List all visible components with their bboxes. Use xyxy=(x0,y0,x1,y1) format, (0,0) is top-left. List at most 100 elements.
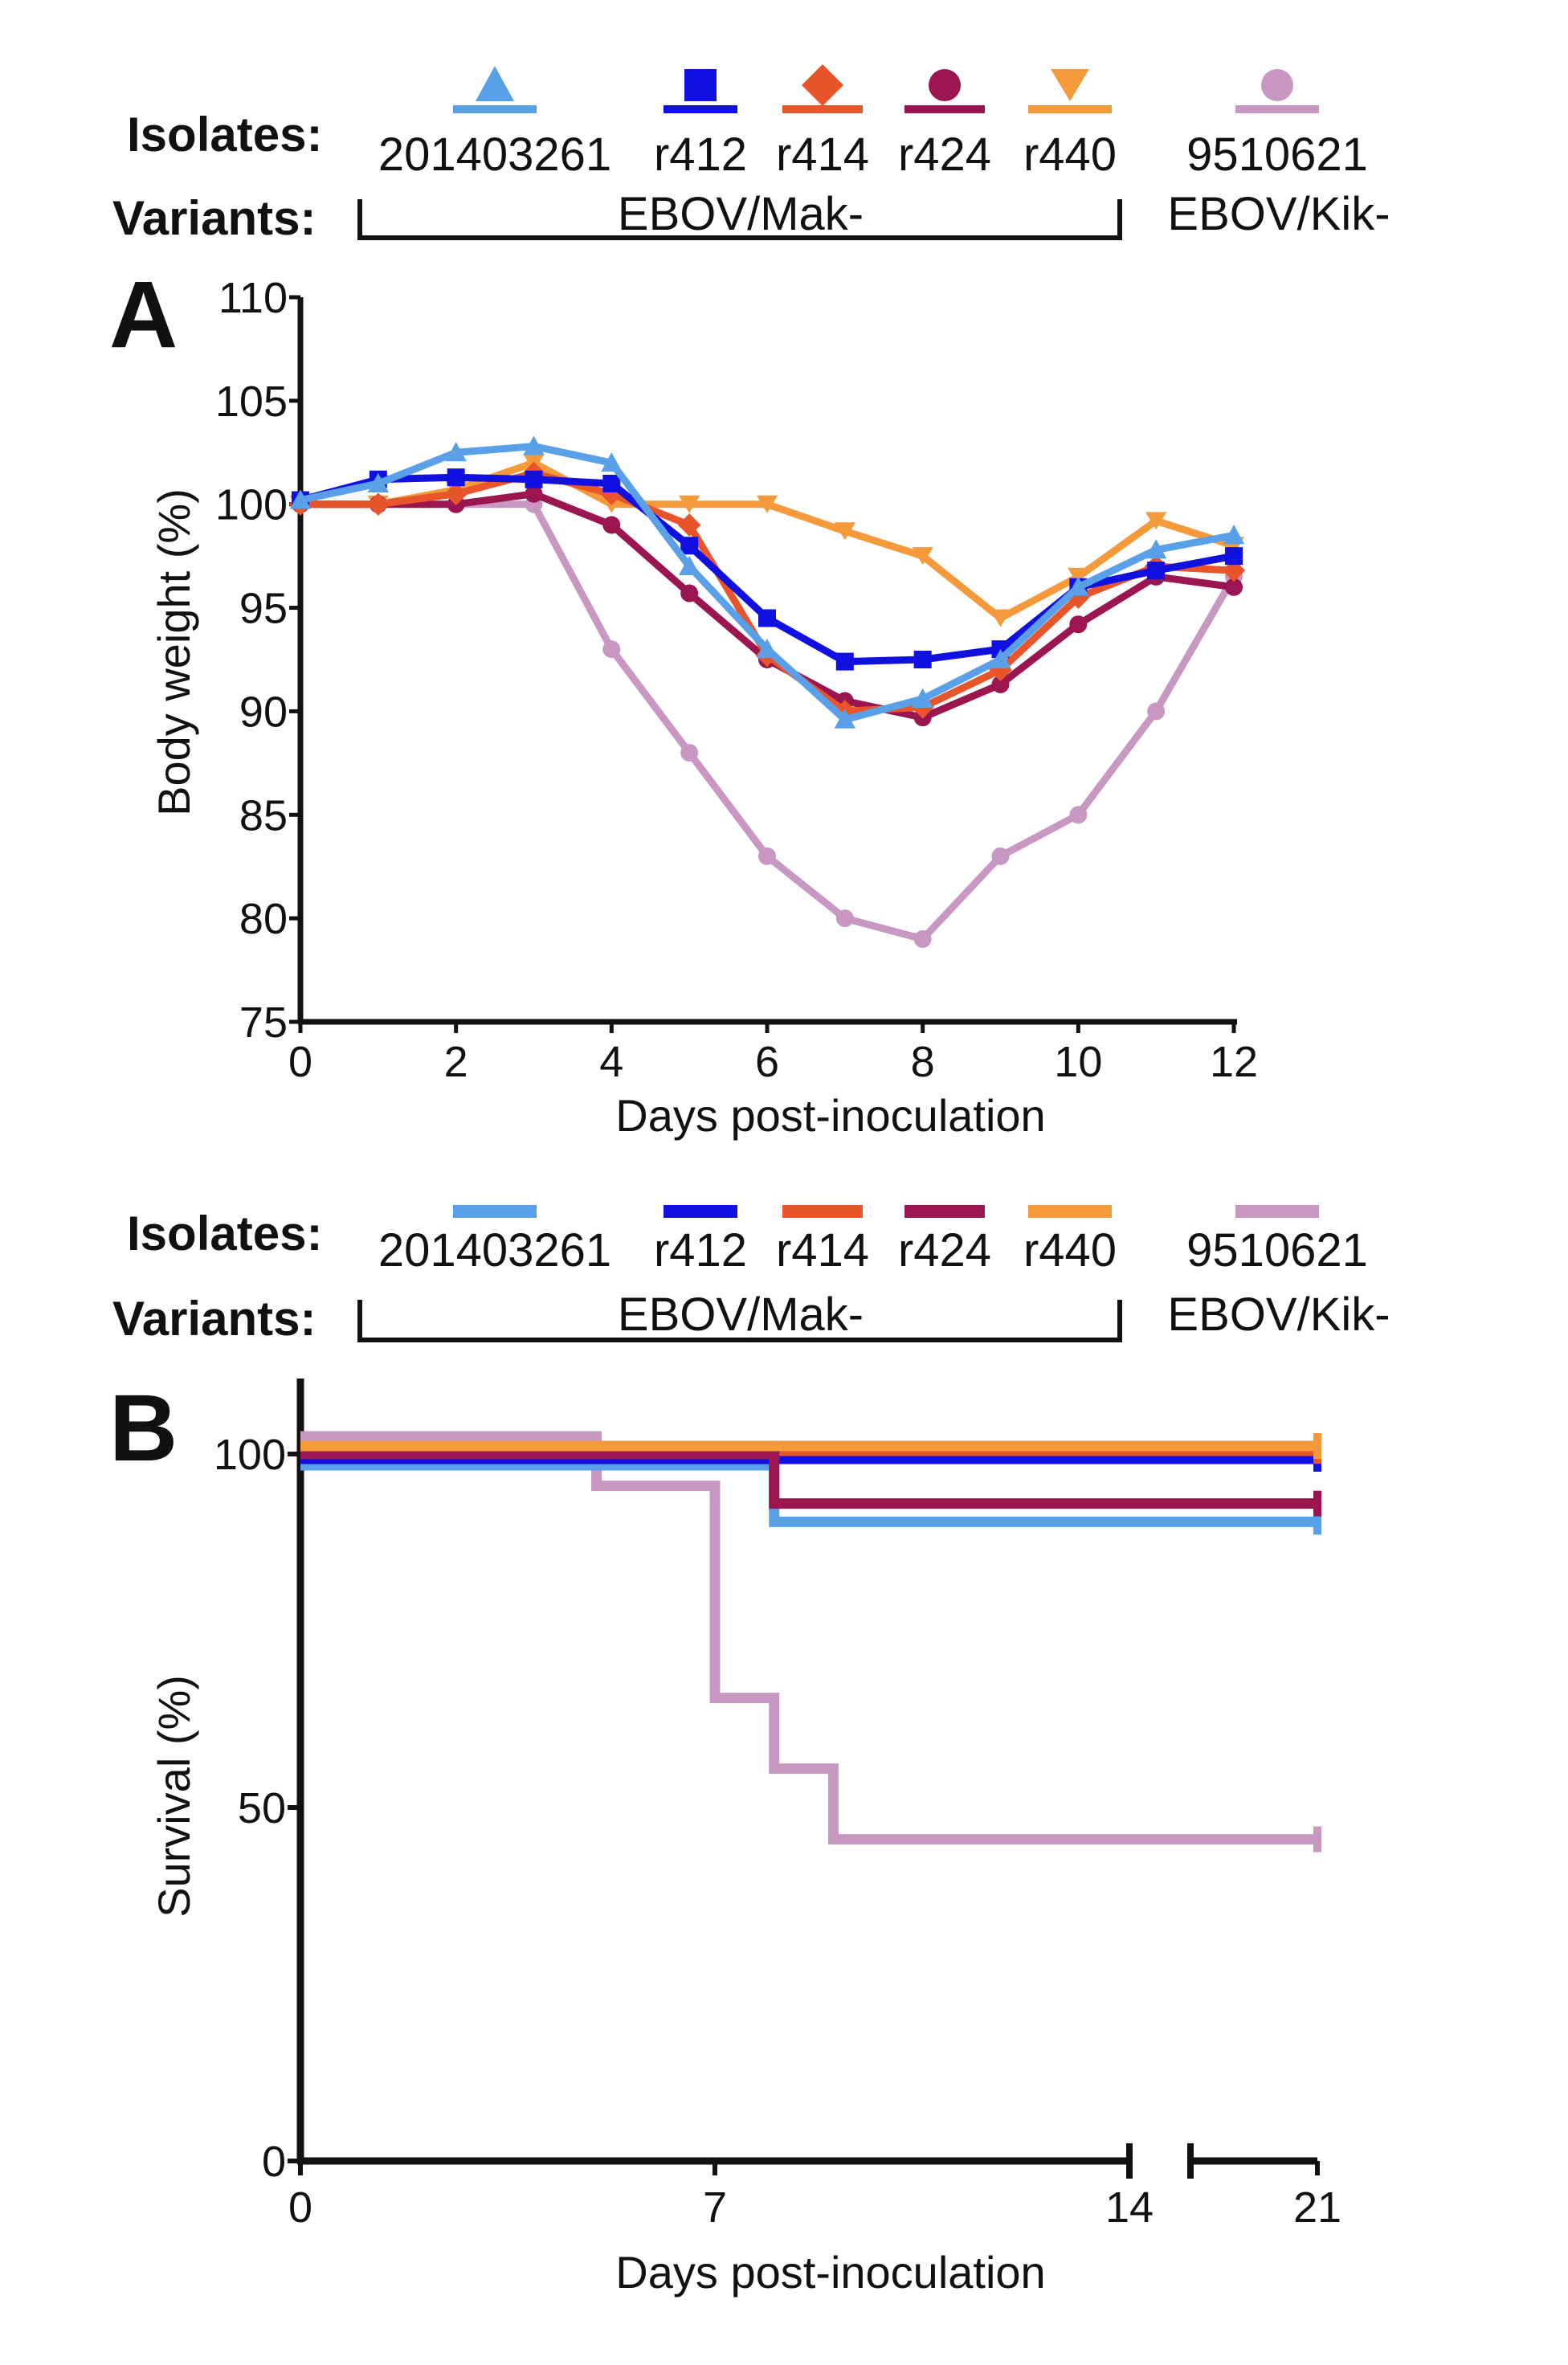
data-point-201403261 xyxy=(367,472,390,492)
legend-label-r424: r424 xyxy=(898,129,991,181)
legend-marker-circle xyxy=(1261,69,1293,101)
panel-a-variants-header: Variants: xyxy=(112,191,316,245)
legend-label-9510621: 9510621 xyxy=(1186,129,1368,181)
data-point-r414 xyxy=(366,492,390,517)
data-point-r412 xyxy=(758,609,776,627)
data-point-201403261 xyxy=(912,688,933,708)
series-201403261 xyxy=(289,435,1245,729)
panel-b-variant-group-kik: EBOV/Kik- xyxy=(1167,1289,1390,1341)
data-point-201403261 xyxy=(756,638,778,659)
survival-curve-r424 xyxy=(300,1448,1317,1509)
x-tick-label: 2 xyxy=(444,1038,468,1086)
data-point-r412 xyxy=(680,537,699,555)
series-r440 xyxy=(300,1433,1321,1459)
y-tick-label: 105 xyxy=(215,378,288,426)
y-tick-label: 95 xyxy=(239,585,288,633)
series-r424 xyxy=(292,484,1243,727)
legend-label-r424: r424 xyxy=(898,1224,991,1276)
legend-marker-triangle-down xyxy=(1051,69,1089,101)
data-point-201403261 xyxy=(990,648,1011,668)
survival-curve-201403261 xyxy=(300,1460,1317,1527)
data-point-r424 xyxy=(602,516,621,534)
data-point-r412 xyxy=(1147,562,1166,580)
data-point-201403261 xyxy=(289,489,312,509)
legend-item-r440: r440 xyxy=(1023,69,1117,181)
series-line-201403261 xyxy=(300,443,1235,724)
panel-b-plot: 0 50 100 0 7 14 21 xyxy=(214,1379,1341,2232)
data-point-9510621 xyxy=(758,847,776,865)
panel-a-variant-group-kik: EBOV/Kik- xyxy=(1167,188,1390,240)
x-tick-label: 6 xyxy=(755,1038,779,1086)
y-tick-label: 90 xyxy=(239,688,288,736)
legend-label-r414: r414 xyxy=(776,129,869,181)
data-point-201403261 xyxy=(834,709,856,729)
panel-b-variant-group-mak: EBOV/Mak- xyxy=(618,1289,864,1341)
data-point-r424 xyxy=(991,675,1010,693)
x-tick-label: 4 xyxy=(599,1038,623,1086)
y-tick-label: 100 xyxy=(215,481,288,529)
data-point-r424 xyxy=(1069,615,1088,634)
legend-item-201403261: 201403261 xyxy=(378,1205,611,1276)
legend-marker-diamond xyxy=(802,64,843,106)
y-tick-label: 50 xyxy=(238,1784,286,1832)
legend-item-201403261: 201403261 xyxy=(378,66,611,181)
data-point-r412 xyxy=(835,652,854,671)
data-point-r412 xyxy=(447,468,465,487)
data-point-r440 xyxy=(756,495,778,513)
panel-a-legend: 201403261 r412 r414 r424 r440 9510621 xyxy=(378,64,1368,181)
panel-a-isolates-header: Isolates: xyxy=(127,108,322,161)
data-point-201403261 xyxy=(1068,576,1089,596)
data-point-9510621 xyxy=(680,743,699,762)
data-point-9510621 xyxy=(835,909,854,928)
panel-a-variant-bracket xyxy=(357,199,1122,240)
x-tick-label: 0 xyxy=(288,1038,312,1086)
legend-item-r414: r414 xyxy=(776,64,869,181)
panel-a-ylabel: Body weight (%) xyxy=(149,488,199,816)
data-point-9510621 xyxy=(602,640,621,659)
x-tick-label: 21 xyxy=(1293,2183,1341,2232)
series-line-r424 xyxy=(300,490,1235,721)
panel-b-xlabel: Days post-inoculation xyxy=(615,2247,1045,2298)
legend-label-r440: r440 xyxy=(1023,1224,1117,1276)
data-point-r440 xyxy=(990,609,1011,627)
panel-b-isolates-header: Isolates: xyxy=(127,1207,322,1260)
panel-a-plot: 75 80 85 90 95 100 105 110 0 2 4 6 8 10 12 xyxy=(215,274,1258,1086)
data-point-r424 xyxy=(680,584,699,602)
panel-b-ylabel: Survival (%) xyxy=(149,1675,199,1918)
x-tick-label: 12 xyxy=(1210,1038,1258,1086)
legend-item-r412: r412 xyxy=(654,69,747,181)
x-tick-label: 0 xyxy=(288,2183,312,2232)
data-point-9510621 xyxy=(913,929,932,948)
legend-item-r440: r440 xyxy=(1023,1205,1117,1276)
data-point-201403261 xyxy=(678,555,700,576)
data-point-201403261 xyxy=(1223,525,1245,545)
legend-label-r412: r412 xyxy=(654,129,747,181)
series-r424 xyxy=(300,1448,1321,1517)
panel-a-letter: A xyxy=(109,262,178,368)
y-tick-label: 100 xyxy=(214,1431,286,1479)
legend-label-201403261: 201403261 xyxy=(378,1224,611,1276)
data-point-r424 xyxy=(1225,578,1243,596)
data-point-201403261 xyxy=(523,435,545,455)
panel-b-variant-bracket xyxy=(357,1300,1122,1342)
data-point-r412 xyxy=(525,470,543,488)
data-point-9510621 xyxy=(991,847,1010,865)
panel-a-header: Isolates: Variants: EBOV/Mak- EBOV/Kik- … xyxy=(112,64,1390,245)
y-tick-label: 85 xyxy=(239,791,288,839)
data-point-r414 xyxy=(677,513,701,537)
y-tick-label: 80 xyxy=(239,895,288,943)
data-point-r440 xyxy=(1145,512,1167,530)
data-point-201403261 xyxy=(445,442,467,462)
y-tick-label: 110 xyxy=(218,274,288,322)
data-point-r414 xyxy=(1222,558,1246,582)
legend-label-r440: r440 xyxy=(1023,129,1117,181)
data-point-r412 xyxy=(1225,547,1243,566)
legend-item-r424: r424 xyxy=(898,1205,991,1276)
y-tick-label: 0 xyxy=(262,2138,286,2186)
panel-b-legend: 201403261 r412 r414 r424 r440 9510621 xyxy=(378,1205,1368,1276)
legend-item-r424: r424 xyxy=(898,69,991,181)
legend-marker-square xyxy=(684,69,717,101)
x-tick-label: 10 xyxy=(1054,1038,1102,1086)
data-point-9510621 xyxy=(1069,806,1088,824)
